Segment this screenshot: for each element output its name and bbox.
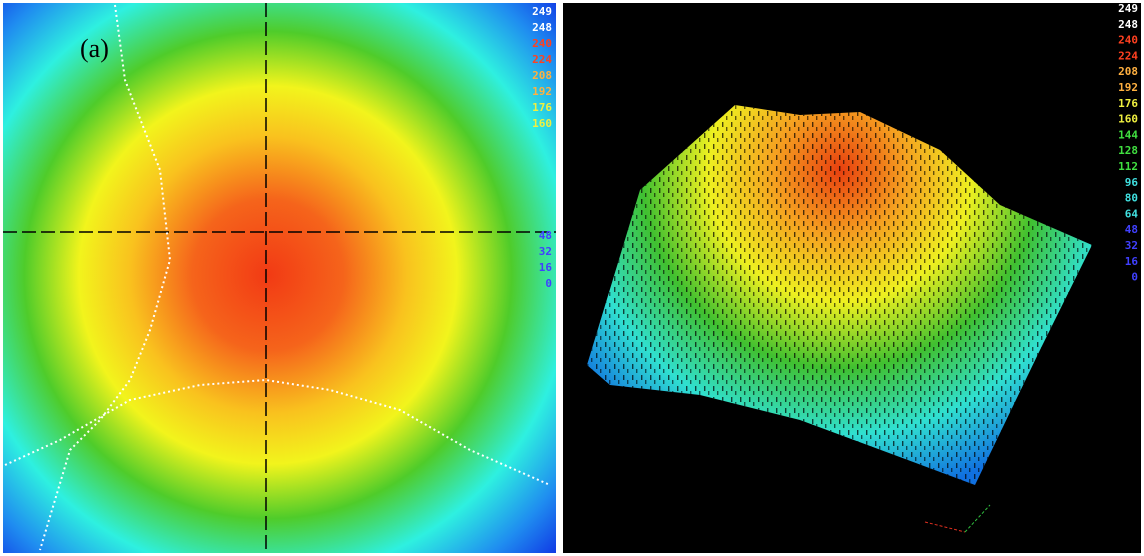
scale-label: 160	[532, 117, 552, 130]
scale-label: 240	[532, 37, 552, 50]
scale-label: 0	[545, 277, 552, 290]
scale-label: 128	[1118, 144, 1138, 157]
scale-label: 192	[532, 85, 552, 98]
panel-a: (a)	[3, 3, 556, 553]
scale-label: 208	[1118, 65, 1138, 78]
scale-label: 224	[1118, 49, 1138, 62]
scale-label: 224	[532, 53, 552, 66]
scale-label: 249	[1118, 2, 1138, 15]
scale-label: 0	[1131, 271, 1138, 284]
scale-label: 32	[539, 245, 552, 258]
scale-label: 48	[1125, 223, 1138, 236]
scale-label: 248	[532, 21, 552, 34]
scale-label: 144	[1118, 128, 1138, 141]
scale-label: 160	[1118, 113, 1138, 126]
figure: (a) (b) 24924824022420819217616048321602…	[0, 0, 1144, 556]
panel-label: (a)	[80, 34, 109, 63]
scale-label: 176	[1118, 97, 1138, 110]
scale-label: 96	[1125, 176, 1139, 189]
panel-b: (b)	[563, 3, 1141, 553]
scale-label: 16	[1125, 255, 1139, 268]
scale-label: 240	[1118, 34, 1138, 47]
scale-label: 249	[532, 5, 552, 18]
panel-label: (b)	[611, 34, 641, 63]
intensity-map	[3, 3, 556, 553]
scale-label: 208	[532, 69, 552, 82]
scale-label: 64	[1125, 207, 1139, 220]
scale-label: 32	[1125, 239, 1138, 252]
scale-label: 112	[1118, 160, 1138, 173]
scale-label: 248	[1118, 18, 1138, 31]
scale-label: 80	[1125, 192, 1138, 205]
scale-label: 176	[532, 101, 552, 114]
scale-label: 192	[1118, 81, 1138, 94]
scale-label: 16	[539, 261, 553, 274]
scale-label: 48	[539, 229, 552, 242]
